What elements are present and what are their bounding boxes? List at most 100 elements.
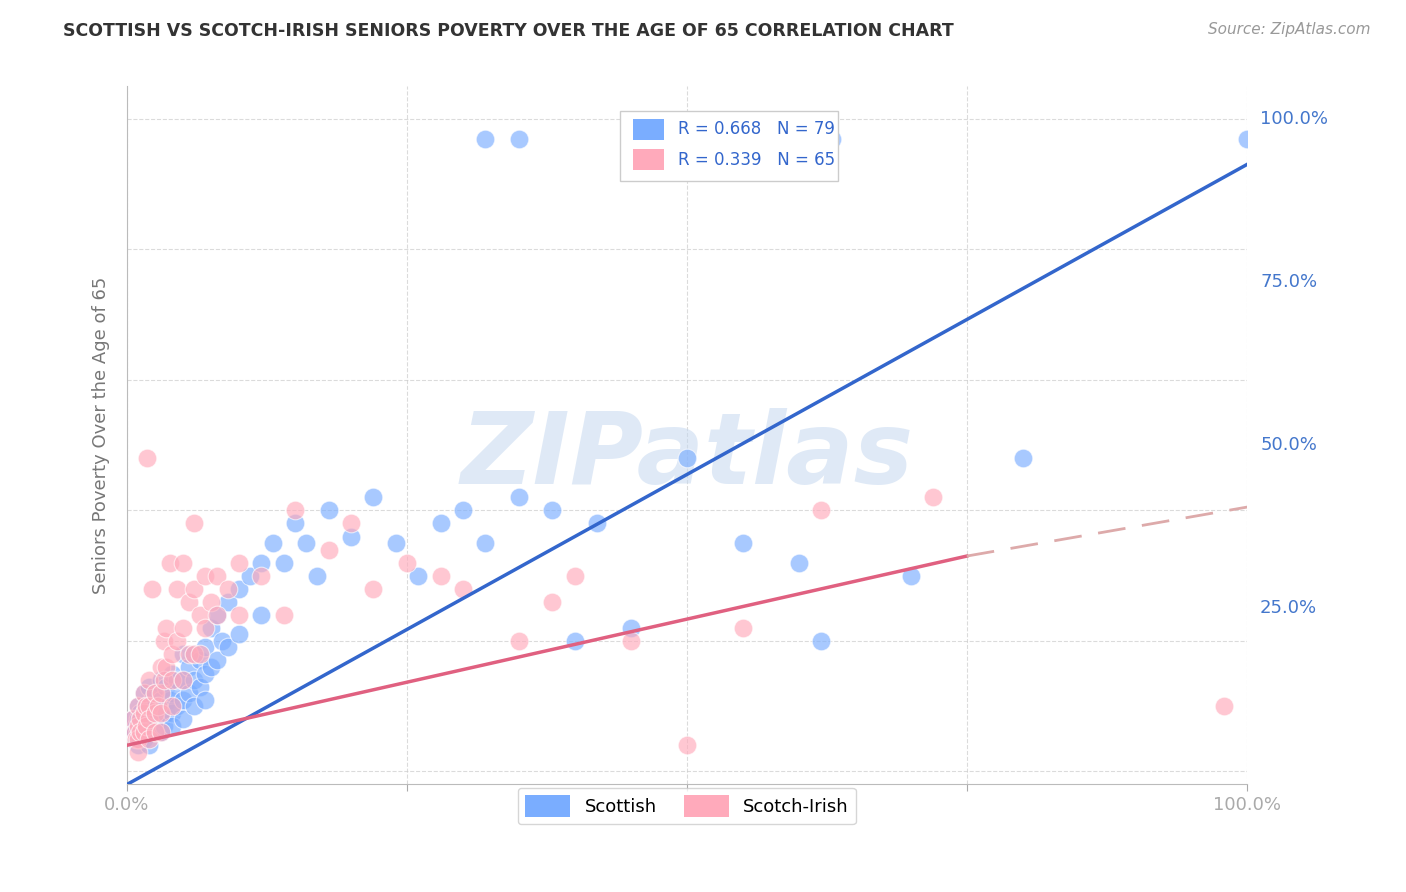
Point xyxy=(188,607,211,622)
Point xyxy=(217,595,239,609)
Point xyxy=(900,568,922,582)
Point xyxy=(172,621,194,635)
Point xyxy=(340,529,363,543)
Point xyxy=(318,503,340,517)
Point xyxy=(138,680,160,694)
Point xyxy=(172,673,194,687)
Point xyxy=(149,673,172,687)
Text: R = 0.339   N = 65: R = 0.339 N = 65 xyxy=(678,151,835,169)
Point xyxy=(1011,451,1033,466)
Point xyxy=(384,536,406,550)
Point xyxy=(127,731,149,746)
Point xyxy=(141,692,163,706)
Point xyxy=(363,582,385,596)
Point xyxy=(124,725,146,739)
Point xyxy=(172,712,194,726)
Point xyxy=(731,536,754,550)
Point xyxy=(132,731,155,746)
Point xyxy=(451,582,474,596)
Point xyxy=(188,653,211,667)
Point xyxy=(273,556,295,570)
Point xyxy=(138,731,160,746)
Point xyxy=(183,582,205,596)
Point xyxy=(295,536,318,550)
Point xyxy=(586,516,609,531)
Point xyxy=(172,556,194,570)
Legend: Scottish, Scotch-Irish: Scottish, Scotch-Irish xyxy=(517,788,856,824)
Point xyxy=(149,725,172,739)
Point xyxy=(160,699,183,714)
Point xyxy=(149,725,172,739)
Point xyxy=(228,556,250,570)
Point xyxy=(138,739,160,753)
Point xyxy=(183,673,205,687)
Point xyxy=(160,719,183,733)
Point xyxy=(183,699,205,714)
Point xyxy=(149,692,172,706)
Bar xyxy=(633,120,665,140)
Point xyxy=(129,731,152,746)
Point xyxy=(429,568,451,582)
Point xyxy=(194,640,217,655)
Point xyxy=(149,712,172,726)
Point xyxy=(155,621,177,635)
Point xyxy=(135,699,157,714)
Point xyxy=(675,739,697,753)
Point xyxy=(121,712,143,726)
Bar xyxy=(633,149,665,170)
Point xyxy=(395,556,418,570)
Point xyxy=(138,699,160,714)
Point xyxy=(135,719,157,733)
Point xyxy=(135,699,157,714)
Point xyxy=(125,719,148,733)
Point xyxy=(149,706,172,720)
Text: 100.0%: 100.0% xyxy=(1260,110,1329,128)
Point xyxy=(148,699,170,714)
Point xyxy=(318,542,340,557)
Point xyxy=(149,660,172,674)
Point xyxy=(132,725,155,739)
Text: ZIPatlas: ZIPatlas xyxy=(460,408,914,505)
Point xyxy=(159,556,181,570)
Point xyxy=(155,660,177,674)
Point xyxy=(138,712,160,726)
Point xyxy=(205,607,228,622)
Point xyxy=(124,725,146,739)
Point xyxy=(429,516,451,531)
Point xyxy=(564,568,586,582)
Point xyxy=(262,536,284,550)
Point xyxy=(153,673,176,687)
Point xyxy=(217,582,239,596)
Point xyxy=(143,725,166,739)
Point xyxy=(273,607,295,622)
Point xyxy=(166,633,188,648)
Point xyxy=(1213,699,1236,714)
Point xyxy=(138,673,160,687)
Point xyxy=(127,745,149,759)
Point xyxy=(138,712,160,726)
Point xyxy=(810,633,832,648)
Point xyxy=(155,680,177,694)
Point xyxy=(136,451,159,466)
Point xyxy=(363,491,385,505)
Point xyxy=(127,725,149,739)
Y-axis label: Seniors Poverty Over the Age of 65: Seniors Poverty Over the Age of 65 xyxy=(93,277,110,594)
Point xyxy=(205,607,228,622)
Text: SCOTTISH VS SCOTCH-IRISH SENIORS POVERTY OVER THE AGE OF 65 CORRELATION CHART: SCOTTISH VS SCOTCH-IRISH SENIORS POVERTY… xyxy=(63,22,955,40)
Point xyxy=(177,595,200,609)
Point xyxy=(127,699,149,714)
Point xyxy=(138,725,160,739)
Point xyxy=(141,712,163,726)
Point xyxy=(194,666,217,681)
Point xyxy=(406,568,429,582)
Point xyxy=(172,647,194,661)
Point xyxy=(284,516,307,531)
Point xyxy=(451,503,474,517)
Point xyxy=(211,633,233,648)
Point xyxy=(160,666,183,681)
Point xyxy=(132,706,155,720)
Point xyxy=(228,607,250,622)
Point xyxy=(183,516,205,531)
Point xyxy=(121,712,143,726)
Point xyxy=(541,503,564,517)
